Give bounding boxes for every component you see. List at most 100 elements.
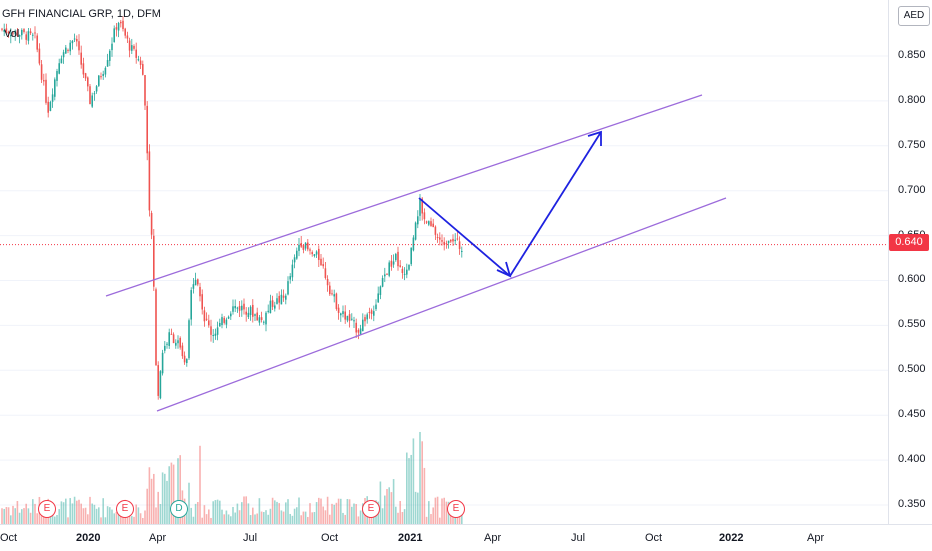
volume-bar — [234, 512, 236, 524]
volume-bar — [18, 512, 21, 524]
candle-body — [197, 279, 199, 285]
candle-body — [148, 151, 151, 211]
volume-bar — [337, 498, 340, 524]
earnings-event-marker[interactable]: E — [447, 500, 465, 518]
volume-bar — [91, 503, 93, 524]
volume-bar — [324, 510, 327, 524]
candle-body — [161, 352, 164, 374]
candle-body — [210, 326, 212, 335]
candle-body — [368, 311, 371, 313]
volume-bar — [346, 498, 349, 524]
volume-bar — [142, 517, 144, 524]
candle-body — [58, 63, 60, 74]
candle-body — [43, 80, 45, 82]
candle-body — [421, 198, 423, 214]
candle-body — [159, 371, 162, 399]
volume-bar — [265, 510, 267, 524]
volume-bar — [95, 508, 98, 524]
volume-bar — [219, 500, 221, 524]
time-axis[interactable] — [0, 524, 932, 551]
candle-body — [278, 295, 280, 303]
volume-bar — [166, 480, 168, 524]
candle-body — [18, 35, 21, 37]
volume-bar — [403, 509, 406, 524]
volume-bar — [282, 511, 285, 524]
candle-body — [293, 257, 296, 263]
candle-body — [232, 306, 234, 312]
dividend-event-marker[interactable]: D — [170, 500, 188, 518]
volume-bar — [104, 517, 107, 524]
candle-body — [419, 199, 421, 216]
candle-body — [183, 355, 186, 363]
volume-indicator-label[interactable]: Vol — [4, 28, 20, 40]
volume-bar — [210, 517, 212, 524]
x-tick: Oct — [321, 532, 339, 544]
channel-lower-line — [156, 197, 727, 412]
candle-body — [170, 333, 173, 335]
candle-body — [188, 320, 190, 359]
volume-bar — [155, 507, 157, 524]
volume-bar — [172, 464, 175, 524]
volume-bar — [223, 514, 225, 524]
volume-bar — [69, 498, 71, 524]
volume-bar — [201, 517, 203, 524]
volume-bar — [395, 506, 397, 524]
candle-body — [104, 67, 107, 75]
candle-body — [153, 235, 155, 287]
volume-bar — [425, 516, 428, 524]
candle-body — [45, 79, 47, 103]
candle-body — [395, 253, 397, 261]
volume-bar — [137, 507, 140, 524]
y-tick: 0.800 — [898, 94, 926, 106]
candle-body — [315, 251, 318, 255]
candle-body — [139, 60, 142, 65]
candle-body — [392, 261, 395, 265]
earnings-event-marker[interactable]: E — [116, 500, 134, 518]
candle-body — [384, 274, 386, 277]
volume-bar — [115, 511, 118, 524]
volume-bar — [318, 497, 320, 524]
candle-body — [144, 75, 146, 106]
volume-bar — [133, 516, 135, 524]
volume-bar — [256, 513, 258, 524]
earnings-event-marker[interactable]: E — [362, 500, 380, 518]
candle-body — [364, 317, 366, 322]
candle-body — [276, 298, 278, 304]
volume-bar — [353, 503, 355, 524]
currency-badge[interactable]: AED — [898, 6, 930, 26]
candle-body — [447, 240, 450, 243]
candle-body — [95, 86, 98, 92]
volume-bar — [232, 506, 234, 524]
volume-bar — [417, 492, 419, 524]
x-tick: Oct — [645, 532, 663, 544]
candle-body — [21, 29, 23, 36]
volume-bar — [78, 499, 80, 524]
volume-bar — [62, 502, 65, 524]
candle-body — [234, 306, 236, 309]
x-tick: Jul — [571, 532, 586, 544]
candle-body — [454, 239, 456, 242]
volume-bar — [320, 498, 322, 524]
volume-bar — [340, 498, 342, 524]
volume-bar — [287, 499, 289, 524]
volume-bar — [65, 498, 67, 524]
candle-body — [36, 35, 38, 50]
volume-bar — [300, 515, 302, 524]
candle-body — [428, 221, 430, 225]
volume-bar — [289, 513, 291, 524]
candle-body — [399, 265, 401, 267]
earnings-event-marker[interactable]: E — [38, 500, 56, 518]
y-tick: 0.550 — [898, 318, 926, 330]
candle-body — [282, 295, 285, 298]
candle-body — [194, 279, 197, 286]
candle-body — [375, 304, 377, 310]
candle-body — [390, 260, 393, 267]
candle-body — [307, 242, 309, 250]
volume-bar — [423, 467, 426, 524]
candle-body — [254, 314, 256, 316]
price-axis[interactable] — [888, 0, 932, 524]
candle-body — [329, 285, 331, 295]
candle-body — [115, 27, 118, 30]
